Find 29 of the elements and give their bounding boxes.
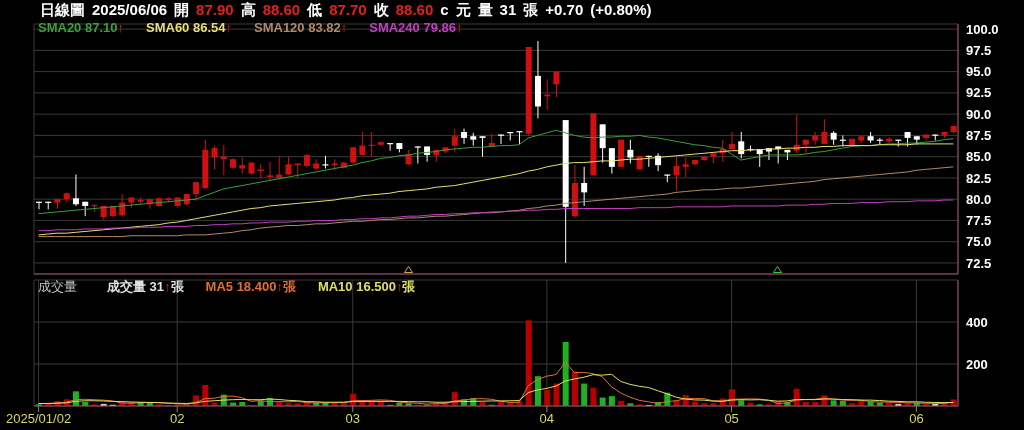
y-tick-label: 400	[966, 314, 988, 330]
y-tick-label: 80.0	[966, 191, 992, 207]
x-tick-label: 02	[169, 411, 185, 427]
text: SMA20 87.10↑	[38, 20, 124, 35]
chart-title: 成交量	[38, 278, 77, 296]
text: SMA60 86.54↑	[146, 20, 232, 35]
x-tick-label: 06	[909, 411, 924, 427]
text: SMA120 83.82↑	[254, 20, 348, 35]
x-tick-label: 04	[539, 411, 555, 427]
y-tick-label: 92.5	[966, 85, 992, 101]
y-tick-label: 90.0	[966, 106, 992, 122]
y-tick-label: 82.5	[966, 170, 992, 186]
text: SMA240 79.86↑	[369, 20, 463, 35]
text: 成交量 31↑張	[107, 278, 184, 296]
y-tick-label: 75.0	[966, 234, 992, 250]
x-tick-label: 2025/01/02	[6, 411, 72, 427]
chart-title: 日線圖 2025/06/06 開 87.90 高 88.60 低 87.70 收 88.60 c 元 量 31 張 +0.70 (+0.80%)	[40, 1, 652, 18]
y-tick-label: 77.5	[966, 213, 992, 229]
x-tick-label: 05	[724, 411, 739, 427]
y-tick-label: 200	[966, 356, 988, 372]
text: MA10 16.500↑張	[317, 278, 416, 296]
y-tick-label: 85.0	[966, 149, 992, 165]
y-tick-label: 100.0	[966, 21, 999, 37]
y-tick-label: 72.5	[966, 255, 992, 271]
y-tick-label: 97.5	[966, 42, 992, 58]
x-tick-label: 03	[345, 411, 361, 427]
y-tick-label: 95.0	[966, 64, 992, 80]
text: MA5 18.400↑張	[205, 278, 296, 296]
y-tick-label: 87.5	[966, 128, 992, 144]
